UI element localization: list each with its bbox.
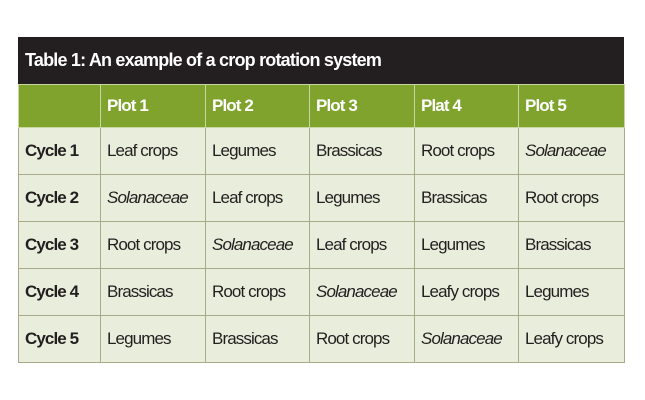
table-cell: Legumes	[309, 174, 415, 222]
table-cell: Root crops	[205, 268, 310, 316]
table-cell: Legumes	[100, 315, 206, 363]
table-cell: Leaf crops	[205, 174, 310, 222]
table-cell: Solanaceae	[518, 127, 625, 175]
table-cell: Root crops	[518, 174, 625, 222]
table-title: Table 1: An example of a crop rotation s…	[18, 37, 624, 84]
table-cell: Root crops	[100, 221, 206, 269]
header-plot-1: Plot 1	[100, 84, 206, 128]
table-cell: Legumes	[205, 127, 310, 175]
table-row: Cycle 2 Solanaceae Leaf crops Legumes Br…	[18, 174, 625, 222]
table-cell: Brassicas	[518, 221, 625, 269]
table-cell: Leaf crops	[100, 127, 206, 175]
table-row: Cycle 3 Root crops Solanaceae Leaf crops…	[18, 221, 625, 269]
table-cell: Brassicas	[100, 268, 206, 316]
row-label-cycle-2: Cycle 2	[18, 174, 101, 222]
table-cell: Legumes	[414, 221, 519, 269]
row-label-cycle-5: Cycle 5	[18, 315, 101, 363]
header-plot-2: Plot 2	[205, 84, 310, 128]
table-row: Cycle 5 Legumes Brassicas Root crops Sol…	[18, 315, 625, 363]
crop-rotation-table-card: Table 1: An example of a crop rotation s…	[18, 37, 625, 363]
table-cell: Solanaceae	[309, 268, 415, 316]
header-plot-3: Plot 3	[309, 84, 415, 128]
table-cell: Root crops	[414, 127, 519, 175]
crop-rotation-table: Plot 1 Plot 2 Plot 3 Plat 4 Plot 5 Cycle…	[18, 84, 625, 363]
header-row: Plot 1 Plot 2 Plot 3 Plat 4 Plot 5	[18, 84, 625, 128]
table-cell: Legumes	[518, 268, 625, 316]
table-cell: Leaf crops	[309, 221, 415, 269]
table-cell: Brassicas	[309, 127, 415, 175]
table-cell: Brassicas	[205, 315, 310, 363]
table-cell: Root crops	[309, 315, 415, 363]
header-plot-4: Plat 4	[414, 84, 519, 128]
row-label-cycle-1: Cycle 1	[18, 127, 101, 175]
table-cell: Brassicas	[414, 174, 519, 222]
row-label-cycle-4: Cycle 4	[18, 268, 101, 316]
row-label-cycle-3: Cycle 3	[18, 221, 101, 269]
table-cell: Leafy crops	[518, 315, 625, 363]
table-cell: Solanaceae	[100, 174, 206, 222]
table-cell: Solanaceae	[205, 221, 310, 269]
header-corner-cell	[18, 84, 101, 128]
table-cell: Solanaceae	[414, 315, 519, 363]
header-plot-5: Plot 5	[518, 84, 625, 128]
table-row: Cycle 1 Leaf crops Legumes Brassicas Roo…	[18, 127, 625, 175]
table-cell: Leafy crops	[414, 268, 519, 316]
table-row: Cycle 4 Brassicas Root crops Solanaceae …	[18, 268, 625, 316]
